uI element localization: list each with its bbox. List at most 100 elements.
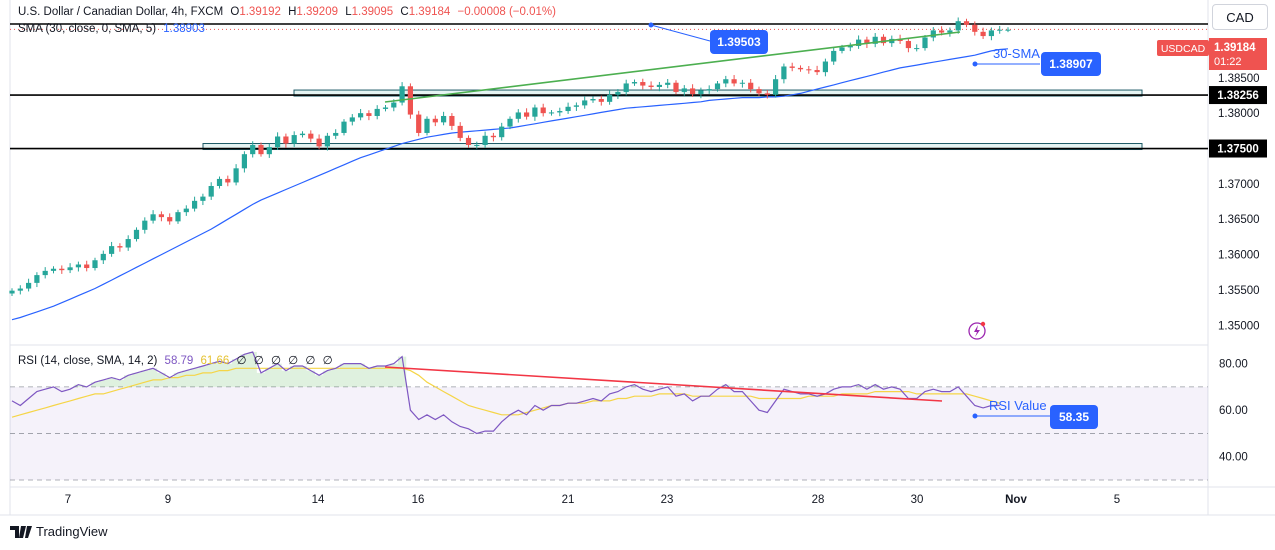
level1-tag: 1.38256	[1217, 90, 1259, 102]
candle-body	[905, 41, 911, 49]
candle-body	[241, 154, 247, 169]
price-tag-bg	[1209, 38, 1267, 70]
candle-body	[797, 67, 804, 70]
candle-body	[997, 29, 1003, 31]
candle-body	[117, 246, 123, 248]
x-tick-label: 28	[812, 494, 825, 506]
rsi-legend[interactable]: RSI (14, close, SMA, 14, 2) 58.79 61.66 …	[18, 353, 339, 367]
candle-body	[490, 135, 496, 138]
candle-body	[631, 82, 638, 84]
x-tick-label: Nov	[1005, 494, 1027, 506]
sma-annotation-label: 30-SMA	[993, 46, 1040, 61]
candle-body	[706, 89, 712, 91]
candle-body	[59, 268, 65, 271]
candle-body	[764, 93, 770, 95]
high-pointer-dot	[648, 22, 654, 28]
sma-value-callout-text: 1.38907	[1049, 57, 1093, 71]
candle-body	[416, 114, 422, 133]
x-tick-label: 21	[562, 494, 575, 506]
ohlc-h-value: 1.39209	[296, 6, 338, 18]
symbol-tag: USDCAD	[1161, 43, 1206, 55]
rsi-ma-legend-value: 61.66	[200, 355, 230, 367]
rsi-divergence-line	[384, 366, 943, 402]
price-tick-label: 1.35500	[1218, 285, 1260, 297]
level2-tag-bg	[1209, 139, 1267, 158]
price-tick-label: 1.36000	[1218, 250, 1260, 262]
candle-body	[283, 136, 289, 144]
candle-body	[955, 21, 961, 31]
rsi-value-callout: 58.35	[1050, 405, 1098, 429]
candle-body	[673, 82, 679, 92]
rsi-value-callout-box	[1050, 405, 1098, 429]
ohlc-o-label: O	[230, 6, 240, 18]
candle-body	[266, 147, 272, 155]
candle-body	[465, 137, 472, 145]
price-tick-label: 1.38000	[1218, 108, 1260, 120]
sma-legend[interactable]: SMA (30, close, 0, SMA, 5) 1.38903	[18, 23, 209, 35]
candle-body	[532, 107, 538, 117]
sma-value-callout: 1.38907	[1041, 52, 1101, 76]
candle-body	[980, 31, 986, 37]
candle-body	[324, 135, 330, 147]
candle-body	[698, 90, 704, 95]
x-tick-label: 5	[1114, 494, 1120, 506]
candle-body	[681, 88, 687, 92]
candle-body	[150, 214, 156, 221]
candle-body	[366, 113, 372, 116]
x-tick-label: 30	[911, 494, 924, 506]
candle-body	[988, 30, 994, 37]
candle-body	[349, 117, 355, 122]
rsi-ma-line	[11, 367, 1000, 418]
high-callout-box	[710, 30, 768, 54]
currency-button[interactable]: CAD	[1212, 4, 1268, 30]
candle-body	[50, 268, 57, 271]
zone-lower	[202, 143, 1143, 151]
rsi-tick-label: 40.00	[1219, 452, 1248, 464]
candle-body	[474, 144, 480, 146]
candle-body	[648, 85, 654, 87]
candle-body	[374, 108, 380, 116]
tradingview-logo[interactable]: TradingView	[10, 524, 108, 539]
candle-body	[856, 39, 862, 46]
candle-body	[499, 126, 505, 138]
candle-body	[756, 89, 762, 94]
candle-body	[299, 133, 306, 136]
candle-body	[333, 132, 339, 136]
candle-body	[822, 61, 828, 73]
candle-body	[316, 138, 322, 147]
candle-body	[441, 115, 447, 123]
candle-body	[939, 30, 945, 33]
candle-body	[656, 84, 662, 87]
x-tick-label: 7	[65, 494, 71, 506]
rsi-legend-value: 58.79	[164, 355, 194, 367]
x-tick-label: 16	[412, 494, 425, 506]
candle-body	[250, 144, 256, 155]
candle-body	[880, 36, 887, 44]
candle-body	[723, 79, 729, 84]
candle-body	[739, 82, 745, 84]
uptrend-line	[384, 31, 961, 103]
candle-body	[665, 82, 671, 85]
candle-body	[142, 220, 148, 230]
candle-body	[1005, 29, 1011, 31]
ohlc-c-value: 1.39184	[408, 6, 451, 18]
candle-body	[192, 200, 198, 209]
ohlc-c-label: C	[400, 6, 409, 18]
candle-body	[557, 111, 563, 113]
candle-body	[623, 83, 629, 92]
rsi-pointer-dot	[972, 413, 978, 419]
candle-body	[914, 48, 920, 50]
candle-body	[548, 112, 555, 114]
candle-body	[839, 47, 845, 51]
candle-body	[864, 39, 870, 44]
candle-body	[109, 246, 115, 254]
sma-legend-label: SMA (30, close, 0, SMA, 5)	[18, 23, 157, 35]
candle-body	[9, 290, 15, 294]
candle-body	[482, 135, 488, 145]
candle-body	[690, 88, 696, 95]
candle-body	[565, 106, 571, 112]
candle-body	[615, 91, 621, 95]
rsi-annotation-label: RSI Value	[989, 398, 1047, 413]
rsi-legend-extra: ∅ ∅ ∅ ∅ ∅ ∅	[236, 355, 335, 367]
